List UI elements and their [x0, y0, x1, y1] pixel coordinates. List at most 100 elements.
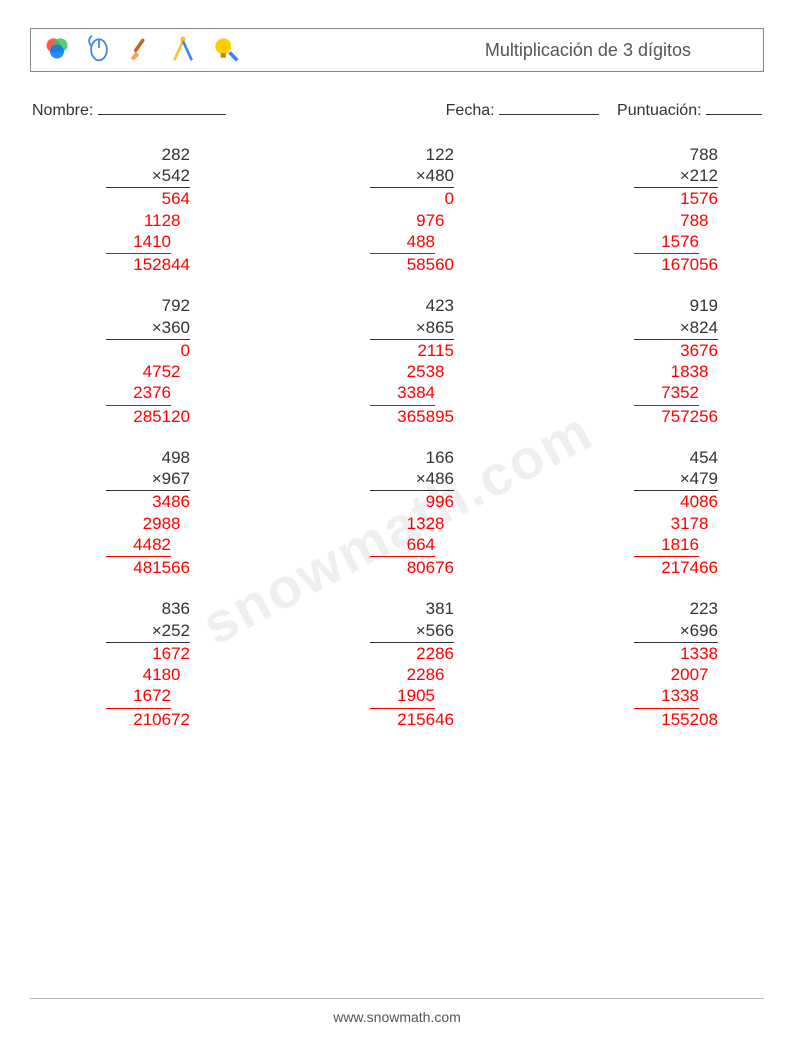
product-result: 285120 — [106, 406, 190, 427]
multiplication-problem: 282×54256411281410152844 — [76, 144, 190, 276]
name-field: Nombre: — [32, 98, 312, 120]
multiplicand: 788 — [634, 144, 718, 165]
partial-products: 167241801672 — [106, 643, 190, 709]
partial-product: 4482 — [106, 534, 171, 557]
partial-product: 1905 — [370, 685, 435, 708]
partial-product: 3486 — [106, 491, 190, 512]
partial-products: 348629884482 — [106, 491, 190, 557]
product-result: 155208 — [634, 709, 718, 730]
multiplication-problem: 122×480097648858560 — [340, 144, 454, 276]
multiplicand: 454 — [634, 447, 718, 468]
partial-product: 1838 — [634, 361, 709, 382]
product-result: 757256 — [634, 406, 718, 427]
multiplier: ×479 — [634, 468, 718, 491]
page-title: Multiplicación de 3 dígitos — [485, 40, 691, 61]
multiplier: ×360 — [106, 317, 190, 340]
multiplication-problem: 381×566228622861905215646 — [340, 598, 454, 730]
product-result: 152844 — [106, 254, 190, 275]
date-field: Fecha: — [446, 98, 599, 120]
partial-products: 56411281410 — [106, 188, 190, 254]
partial-product: 788 — [634, 210, 709, 231]
name-label: Nombre: — [32, 102, 93, 119]
partial-product: 1672 — [106, 685, 171, 708]
footer-url: www.snowmath.com — [0, 1009, 794, 1025]
form-row: Nombre: Fecha: Puntuación: — [30, 98, 764, 120]
partial-product: 488 — [370, 231, 435, 254]
product-result: 365895 — [370, 406, 454, 427]
mouse-icon — [85, 34, 113, 67]
date-blank[interactable] — [499, 98, 599, 115]
multiplicand: 836 — [106, 598, 190, 619]
partial-product: 1410 — [106, 231, 171, 254]
partial-product: 3178 — [634, 513, 709, 534]
multiplicand: 223 — [634, 598, 718, 619]
multiplicand: 792 — [106, 295, 190, 316]
multiplication-problem: 166×486996132866480676 — [340, 447, 454, 579]
multiplication-problem: 223×696133820071338155208 — [604, 598, 718, 730]
multiplication-problem: 919×824367618387352757256 — [604, 295, 718, 427]
partial-product: 1576 — [634, 231, 699, 254]
multiplier: ×542 — [106, 165, 190, 188]
partial-product: 1338 — [634, 685, 699, 708]
multiplication-problem: 454×479408631781816217466 — [604, 447, 718, 579]
score-label: Puntuación: — [617, 102, 702, 119]
partial-products: 211525383384 — [370, 340, 454, 406]
partial-products: 15767881576 — [634, 188, 718, 254]
header-bar: Multiplicación de 3 dígitos — [30, 28, 764, 72]
multiplier: ×566 — [370, 620, 454, 643]
product-result: 481566 — [106, 557, 190, 578]
partial-products: 408631781816 — [634, 491, 718, 557]
multiplication-problem: 423×865211525383384365895 — [340, 295, 454, 427]
multiplication-problem: 792×360047522376285120 — [76, 295, 190, 427]
multiplicand: 122 — [370, 144, 454, 165]
partial-product: 1816 — [634, 534, 699, 557]
partial-product: 1672 — [106, 643, 190, 664]
partial-product: 2286 — [370, 643, 454, 664]
product-result: 215646 — [370, 709, 454, 730]
product-result: 167056 — [634, 254, 718, 275]
partial-product: 996 — [370, 491, 454, 512]
product-result: 210672 — [106, 709, 190, 730]
partial-product: 4086 — [634, 491, 718, 512]
venn-icon — [43, 34, 71, 67]
compass-icon — [169, 34, 197, 67]
multiplicand: 498 — [106, 447, 190, 468]
multiplier: ×212 — [634, 165, 718, 188]
score-blank[interactable] — [706, 98, 762, 115]
bulb-icon — [211, 34, 239, 67]
partial-products: 133820071338 — [634, 643, 718, 709]
partial-product: 2538 — [370, 361, 445, 382]
partial-product: 0 — [370, 188, 454, 209]
partial-product: 2115 — [370, 340, 454, 361]
multiplier: ×486 — [370, 468, 454, 491]
multiplier: ×865 — [370, 317, 454, 340]
partial-product: 976 — [370, 210, 445, 231]
multiplier: ×480 — [370, 165, 454, 188]
partial-products: 0976488 — [370, 188, 454, 254]
date-label: Fecha: — [446, 102, 495, 119]
multiplicand: 282 — [106, 144, 190, 165]
partial-product: 3676 — [634, 340, 718, 361]
partial-product: 0 — [106, 340, 190, 361]
multiplier: ×967 — [106, 468, 190, 491]
name-blank[interactable] — [98, 98, 226, 115]
partial-product: 664 — [370, 534, 435, 557]
multiplication-problem: 836×252167241801672210672 — [76, 598, 190, 730]
multiplicand: 423 — [370, 295, 454, 316]
partial-product: 3384 — [370, 382, 435, 405]
partial-products: 9961328664 — [370, 491, 454, 557]
multiplier: ×696 — [634, 620, 718, 643]
partial-product: 1338 — [634, 643, 718, 664]
product-result: 58560 — [370, 254, 454, 275]
partial-product: 2988 — [106, 513, 181, 534]
partial-product: 1128 — [106, 210, 181, 231]
brush-icon — [127, 34, 155, 67]
partial-product: 1328 — [370, 513, 445, 534]
partial-product: 2286 — [370, 664, 445, 685]
multiplication-problem: 498×967348629884482481566 — [76, 447, 190, 579]
multiplier: ×252 — [106, 620, 190, 643]
partial-products: 367618387352 — [634, 340, 718, 406]
footer-divider — [30, 998, 764, 999]
partial-product: 2007 — [634, 664, 709, 685]
partial-product: 1576 — [634, 188, 718, 209]
